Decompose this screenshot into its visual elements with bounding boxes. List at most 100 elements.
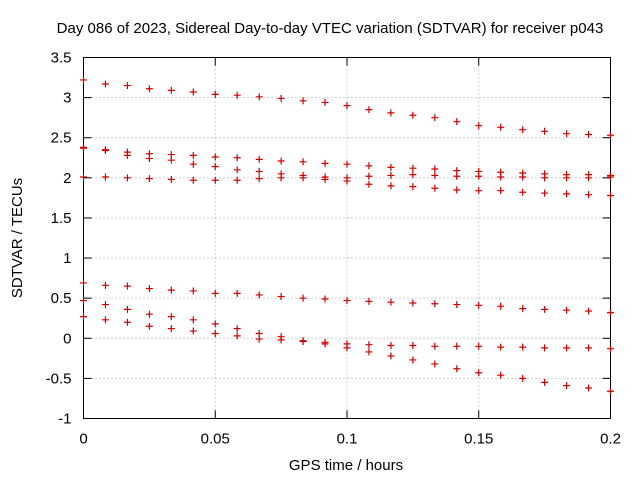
data-point-s3 bbox=[189, 160, 197, 168]
data-point-s6 bbox=[475, 342, 483, 350]
data-point-s6 bbox=[431, 342, 439, 350]
data-point-s4 bbox=[607, 191, 614, 199]
x-tick-label: 0.2 bbox=[600, 431, 621, 448]
data-point-s6 bbox=[453, 342, 461, 350]
data-point-s3 bbox=[563, 174, 571, 182]
y-tick-label: 1.5 bbox=[51, 210, 72, 227]
data-point-s7 bbox=[343, 344, 351, 352]
data-point-s3 bbox=[541, 174, 549, 182]
data-point-s1 bbox=[233, 91, 241, 99]
tick-layer: -1 -0.5 0 0.5 1 1.5 2 2.5 3 3.5 0 0.05 0.1 0.15 0.2 bbox=[46, 50, 621, 448]
data-point-s5 bbox=[277, 293, 285, 301]
data-point-s4 bbox=[409, 183, 417, 191]
data-point-s2 bbox=[233, 154, 241, 162]
y-tick-label: 2 bbox=[63, 170, 71, 187]
data-point-s7 bbox=[607, 387, 614, 395]
data-point-s3 bbox=[123, 151, 131, 159]
data-point-s1 bbox=[101, 80, 109, 88]
data-point-s1 bbox=[277, 94, 285, 102]
data-point-s6 bbox=[497, 343, 505, 351]
data-point-s1 bbox=[255, 93, 263, 101]
data-point-s7 bbox=[277, 336, 285, 344]
data-point-s4 bbox=[387, 182, 395, 190]
data-point-s6 bbox=[519, 343, 527, 351]
data-point-s5 bbox=[343, 297, 351, 305]
data-point-s5 bbox=[167, 286, 175, 294]
data-point-s7 bbox=[453, 365, 461, 373]
data-point-s5 bbox=[255, 291, 263, 299]
data-point-s1 bbox=[387, 109, 395, 117]
data-point-s4 bbox=[233, 176, 241, 184]
data-point-s6 bbox=[167, 313, 175, 321]
data-point-s6 bbox=[563, 344, 571, 352]
data-point-s5 bbox=[299, 294, 307, 302]
data-point-s1 bbox=[541, 127, 549, 135]
data-point-s5 bbox=[387, 298, 395, 306]
data-point-s6 bbox=[145, 310, 153, 318]
data-point-s6 bbox=[365, 341, 373, 349]
data-point-s4 bbox=[189, 176, 197, 184]
data-point-s5 bbox=[233, 289, 241, 297]
y-tick-label: -1 bbox=[58, 411, 71, 428]
data-point-s4 bbox=[277, 174, 285, 182]
data-point-s6 bbox=[211, 320, 219, 328]
data-point-s3 bbox=[167, 156, 175, 164]
data-point-s3 bbox=[497, 173, 505, 181]
data-point-s7 bbox=[409, 356, 417, 364]
data-point-s5 bbox=[497, 302, 505, 310]
x-axis-label: GPS time / hours bbox=[289, 457, 403, 474]
data-point-s6 bbox=[233, 325, 241, 333]
data-point-s5 bbox=[321, 295, 329, 303]
data-point-s1 bbox=[365, 106, 373, 114]
data-point-s1 bbox=[343, 102, 351, 110]
y-tick-label: 0.5 bbox=[51, 290, 72, 307]
data-point-s4 bbox=[541, 189, 549, 197]
data-point-s4 bbox=[585, 191, 593, 199]
data-point-s7 bbox=[431, 360, 439, 368]
data-point-s6 bbox=[189, 316, 197, 324]
data-point-s4 bbox=[123, 174, 131, 182]
data-point-s4 bbox=[321, 175, 329, 183]
data-point-s6 bbox=[607, 345, 614, 353]
data-point-s5 bbox=[211, 289, 219, 297]
data-point-s7 bbox=[211, 329, 219, 337]
y-tick-label: 1 bbox=[63, 250, 71, 267]
data-point-s4 bbox=[497, 187, 505, 195]
data-point-s1 bbox=[299, 97, 307, 105]
data-point-s5 bbox=[123, 282, 131, 290]
data-point-s2 bbox=[409, 164, 417, 172]
data-point-s1 bbox=[519, 126, 527, 134]
data-point-s6 bbox=[123, 305, 131, 313]
data-point-s5 bbox=[563, 306, 571, 314]
data-point-s3 bbox=[101, 147, 109, 155]
data-point-s7 bbox=[519, 374, 527, 382]
data-point-s3 bbox=[211, 163, 219, 171]
data-point-s6 bbox=[541, 344, 549, 352]
data-point-s7 bbox=[475, 369, 483, 377]
data-point-s7 bbox=[541, 378, 549, 386]
x-tick-label: 0 bbox=[79, 431, 87, 448]
data-point-s7 bbox=[189, 327, 197, 335]
data-point-s3 bbox=[255, 167, 263, 175]
data-point-s7 bbox=[299, 337, 307, 345]
data-point-s4 bbox=[255, 175, 263, 183]
data-point-s4 bbox=[343, 177, 351, 185]
x-tick-label: 0.1 bbox=[337, 431, 358, 448]
data-point-s2 bbox=[255, 155, 263, 163]
data-point-s3 bbox=[607, 173, 614, 181]
data-point-s2 bbox=[277, 157, 285, 165]
data-point-s1 bbox=[211, 90, 219, 98]
data-point-s3 bbox=[453, 172, 461, 180]
data-point-s2 bbox=[343, 160, 351, 168]
data-point-s5 bbox=[585, 307, 593, 315]
data-point-s3 bbox=[365, 172, 373, 180]
data-point-s3 bbox=[80, 144, 87, 152]
data-point-s1 bbox=[453, 118, 461, 126]
data-point-s2 bbox=[365, 162, 373, 170]
data-point-s5 bbox=[145, 285, 153, 293]
data-point-s1 bbox=[431, 114, 439, 122]
data-point-s4 bbox=[80, 173, 87, 181]
data-point-s5 bbox=[431, 300, 439, 308]
